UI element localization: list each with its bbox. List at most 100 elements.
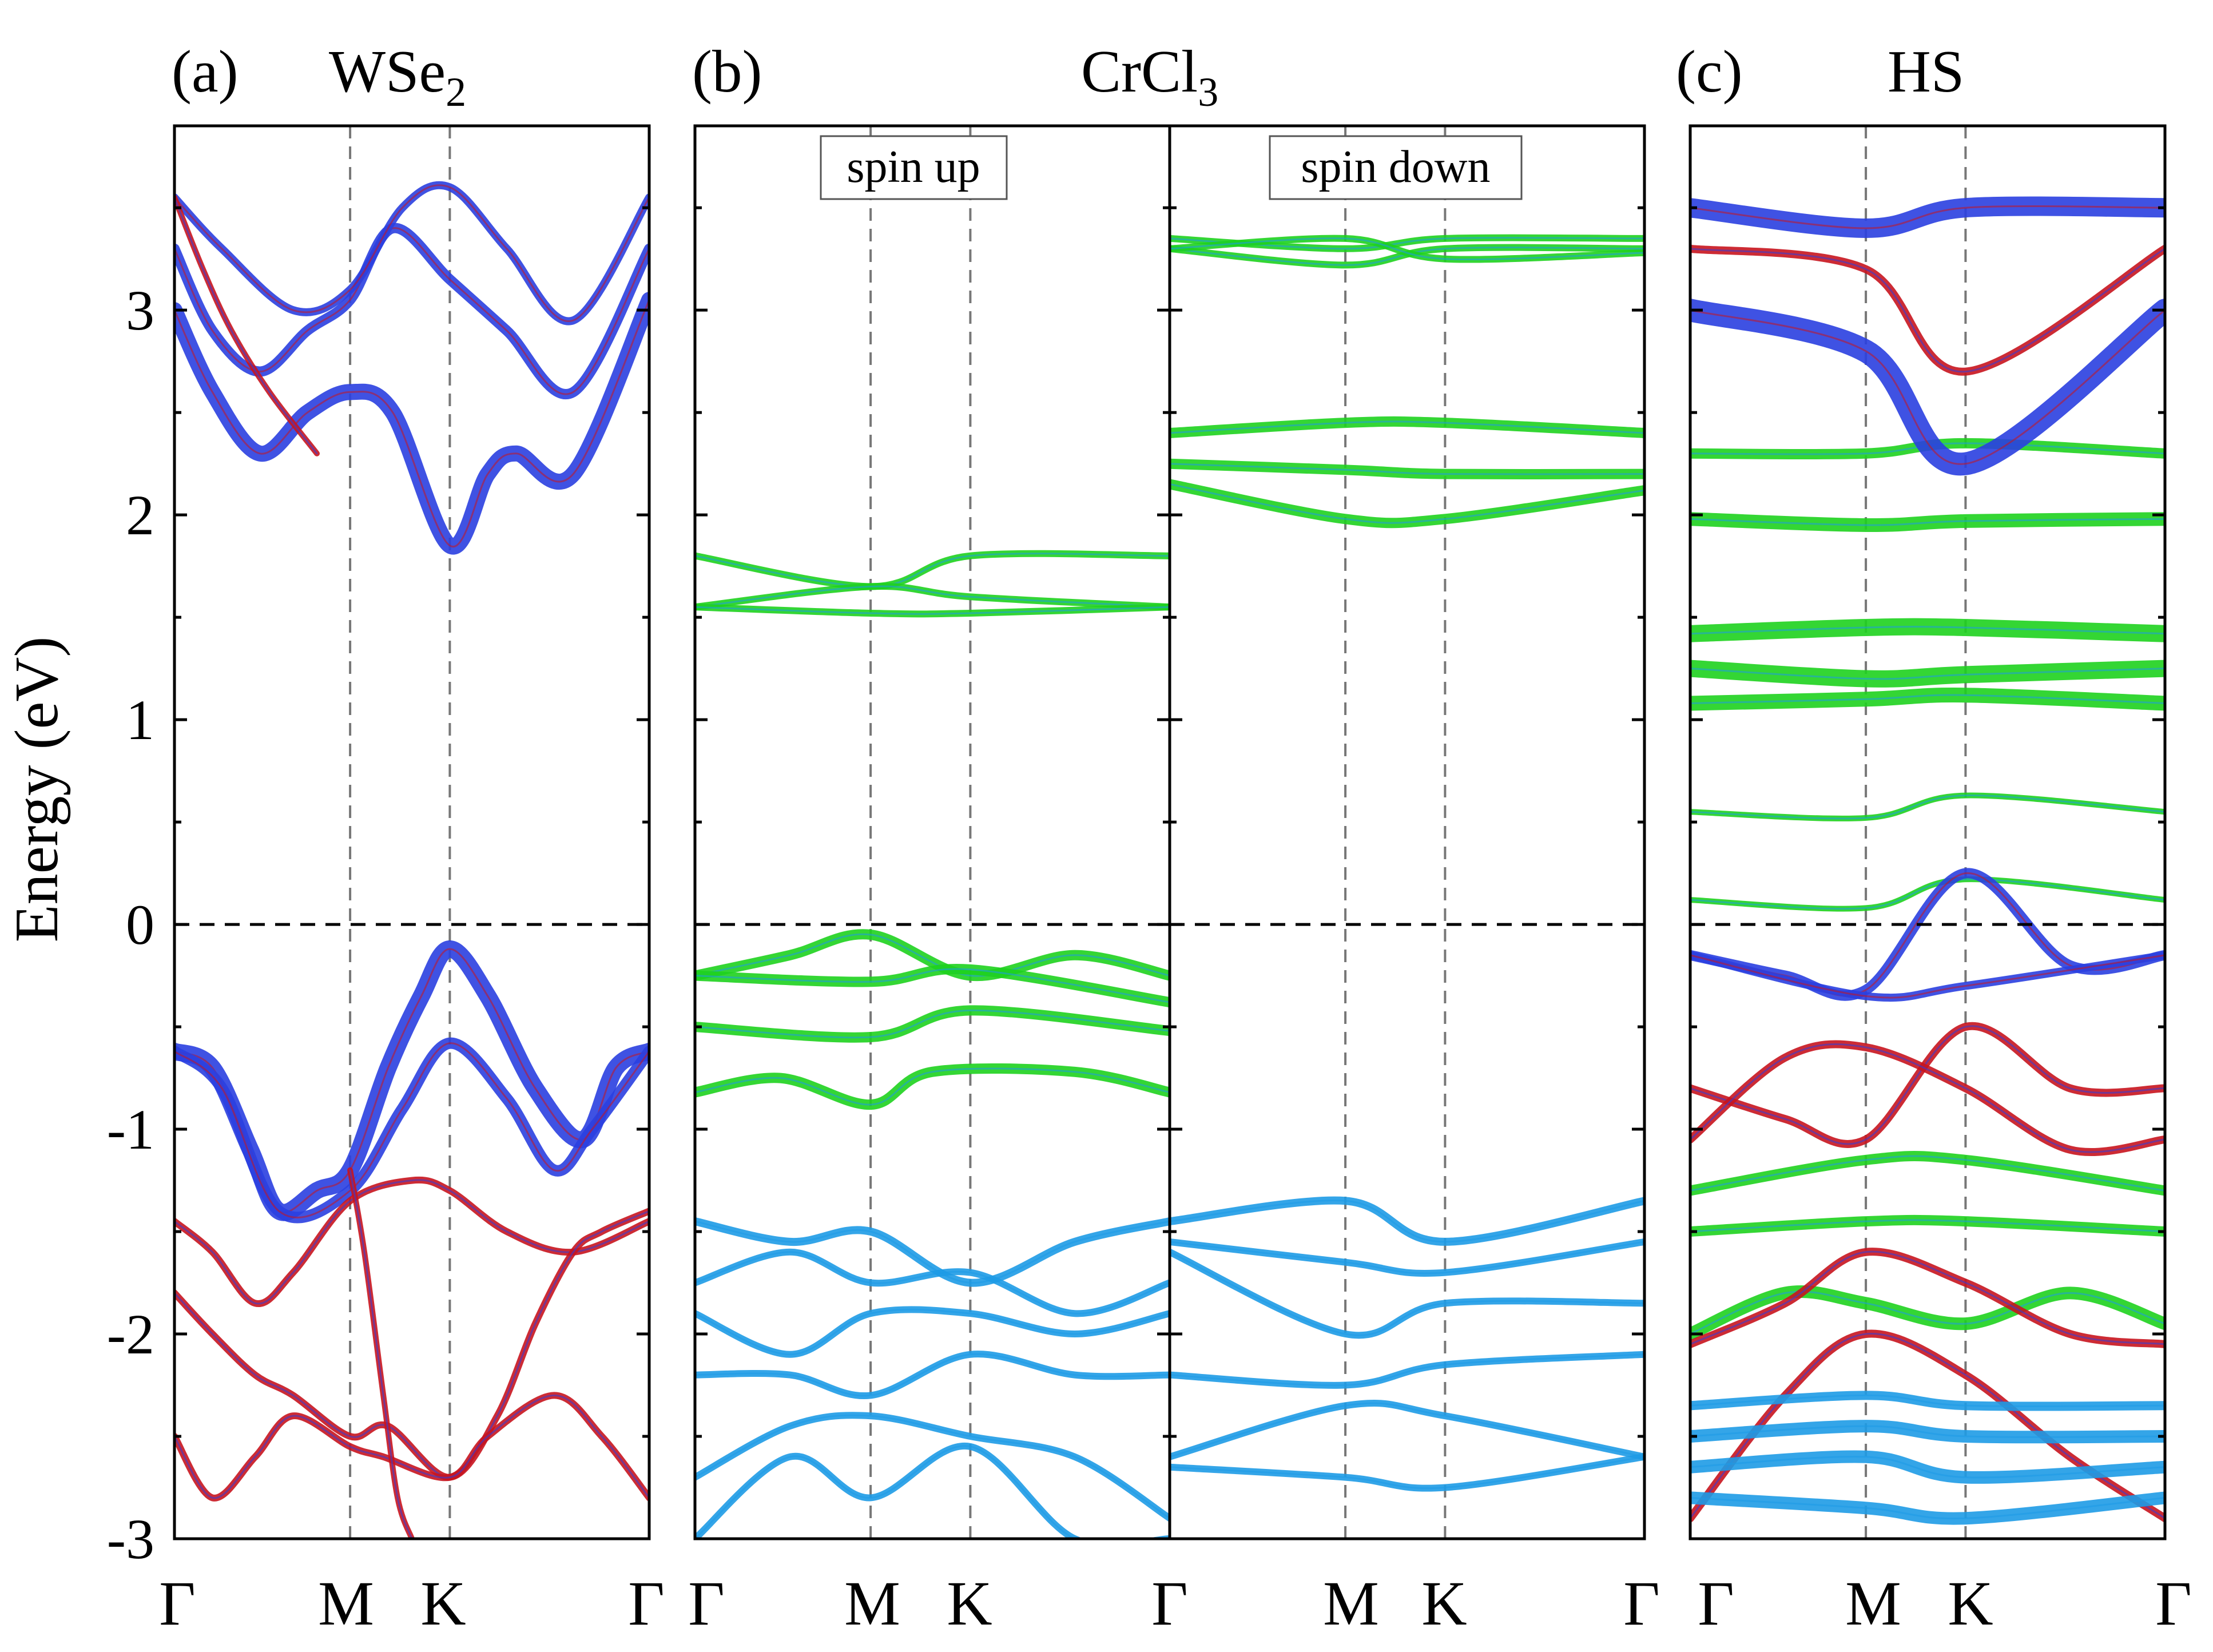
band-overlay-9 xyxy=(1690,1290,2165,1335)
panel-c xyxy=(1688,124,2167,1540)
panel-b-title-main: CrCl xyxy=(1081,38,1198,105)
y-tick-label: -2 xyxy=(107,1302,154,1366)
band-overlay-11 xyxy=(695,1414,1170,1519)
k-label-c-gamma-start: Γ xyxy=(1698,1568,1734,1638)
band-overlay-1 xyxy=(695,585,1170,608)
panel-b-label: (b) xyxy=(692,38,762,105)
k-label-b-down-k: K xyxy=(1421,1568,1467,1638)
band-overlay-1 xyxy=(174,227,649,395)
panel-a-title-main: WSe xyxy=(329,38,446,105)
band-cl_p-8 xyxy=(1170,1248,1644,1339)
y-axis-label: Energy (eV) xyxy=(3,637,71,943)
band-cl_p-20 xyxy=(1690,1450,2165,1484)
panel-a-title-sub: 2 xyxy=(446,69,466,115)
band-overlay-19 xyxy=(1690,1425,2165,1438)
y-tick-label: 0 xyxy=(126,893,154,956)
band-overlay-16 xyxy=(1690,1043,2165,1153)
band-overlay-5 xyxy=(174,1179,649,1305)
band-overlay-11 xyxy=(1170,1456,1644,1490)
band-overlay-5 xyxy=(1690,795,2165,820)
panel-a-label: (a) xyxy=(172,38,239,105)
panel-c-title: HS xyxy=(1888,38,1964,105)
band-overlay-7 xyxy=(1170,1241,1644,1274)
spin-up-box: spin up xyxy=(820,135,1008,200)
band-overlay-0 xyxy=(1690,626,2165,635)
band-overlay-9 xyxy=(174,196,318,455)
k-label-b-gamma-end: Γ xyxy=(1623,1568,1660,1638)
band-w_d-4 xyxy=(174,1037,649,1224)
band-overlay-2 xyxy=(695,606,1170,615)
panel-frame xyxy=(173,124,651,1540)
band-overlay-4 xyxy=(174,1042,649,1218)
y-tick-label: 2 xyxy=(126,483,154,547)
band-overlay-6 xyxy=(1690,878,2165,910)
k-label-b-gamma-mid: Γ xyxy=(1151,1568,1188,1638)
band-overlay-11 xyxy=(1690,205,2165,229)
panel-b-title: CrCl3 xyxy=(1081,38,1218,115)
band-overlay-1 xyxy=(1170,247,1644,266)
panel-b-title-sub: 3 xyxy=(1198,69,1218,115)
band-overlay-21 xyxy=(1690,1496,2165,1520)
band-w_d-2 xyxy=(174,181,649,325)
spin-down-label: spin down xyxy=(1301,142,1490,192)
panel-a-title: WSe2 xyxy=(329,38,466,115)
band-overlay-10 xyxy=(1170,1402,1644,1458)
band-overlay-9 xyxy=(695,1308,1170,1356)
plots xyxy=(173,124,2167,1540)
bands xyxy=(174,181,649,1539)
band-overlay-5 xyxy=(1170,483,1644,524)
y-tick-label: 3 xyxy=(126,279,154,342)
k-label-a-k: K xyxy=(420,1568,466,1638)
panel-c-label: (c) xyxy=(1676,38,1743,105)
band-cl_p-6 xyxy=(1170,1196,1644,1246)
band-overlay-6 xyxy=(174,1210,649,1479)
panel-b-down xyxy=(1168,124,1646,1540)
band-cr_d-4 xyxy=(695,963,1170,1008)
band-overlay-17 xyxy=(1690,1250,2165,1345)
k-label-b-up-k: K xyxy=(947,1568,992,1638)
band-overlay-4 xyxy=(1170,463,1644,475)
y-tick-label: -3 xyxy=(107,1507,154,1571)
band-overlay-10 xyxy=(1690,309,2165,465)
band-overlay-7 xyxy=(1690,1155,2165,1192)
panel-frame xyxy=(693,124,1171,1540)
band-overlay-8 xyxy=(695,1251,1170,1315)
band-overlay-12 xyxy=(1690,248,2165,373)
panel-frame xyxy=(1688,124,2167,1540)
band-cl_p-11 xyxy=(1170,1453,1644,1492)
k-label-b-down-m: M xyxy=(1323,1568,1379,1638)
band-overlay-2 xyxy=(174,184,649,323)
band-overlay-0 xyxy=(695,553,1170,587)
band-se_p-6 xyxy=(174,1208,649,1481)
k-label-a-gamma-end: Γ xyxy=(628,1568,665,1638)
band-se_p-15 xyxy=(1690,1022,2165,1149)
k-label-b-up-m: M xyxy=(844,1568,900,1638)
spin-down-box: spin down xyxy=(1269,135,1523,200)
k-label-c-gamma-end: Γ xyxy=(2155,1568,2192,1638)
band-overlay-3 xyxy=(695,933,1170,977)
band-overlay-2 xyxy=(1170,237,1644,261)
spin-up-frame xyxy=(820,135,1008,200)
panel-frame xyxy=(1168,124,1646,1540)
band-overlay-8 xyxy=(1170,1251,1644,1336)
band-overlay-1 xyxy=(1690,668,2165,680)
band-se_p-12 xyxy=(1690,244,2165,376)
bands xyxy=(1690,196,2165,1525)
band-w_d-3 xyxy=(174,940,649,1221)
y-tick-label: -1 xyxy=(107,1098,154,1161)
band-cr_d-5 xyxy=(1170,479,1644,529)
band-overlay-12 xyxy=(695,1445,1170,1539)
band-overlay-2 xyxy=(1690,694,2165,704)
k-label-b-gamma-start: Γ xyxy=(688,1568,725,1638)
band-overlay-3 xyxy=(174,948,649,1213)
y-tick-labels: 3 2 1 0 -1 -2 -3 xyxy=(107,279,154,1571)
band-cr_d-6 xyxy=(695,1063,1170,1110)
band-overlay-9 xyxy=(1170,1353,1644,1387)
band-w_d-14 xyxy=(1690,951,2165,1002)
band-overlay-20 xyxy=(1690,1455,2165,1479)
bands xyxy=(1170,234,1644,1492)
band-overlay-18 xyxy=(1690,1332,2165,1519)
band-cl_p-10 xyxy=(695,1351,1170,1400)
k-label-c-m: M xyxy=(1845,1568,1901,1638)
